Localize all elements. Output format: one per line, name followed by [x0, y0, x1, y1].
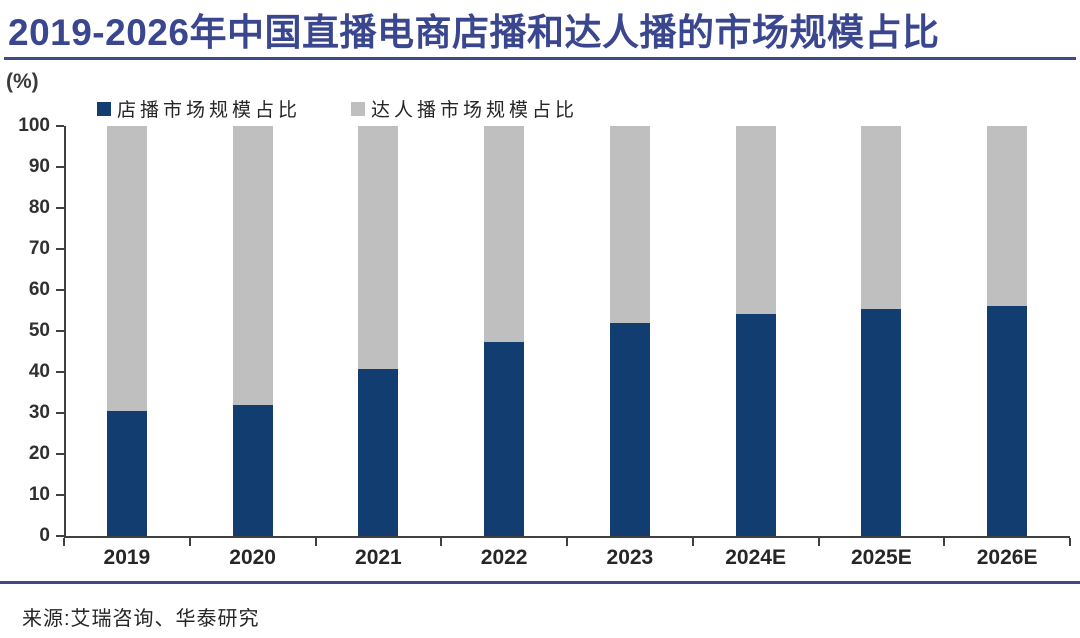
- bar-segment-store-broadcast: [861, 308, 902, 536]
- y-axis-tick-label: 40: [28, 361, 50, 382]
- y-axis-tick: [56, 535, 64, 537]
- bar-segment-store-broadcast: [106, 411, 147, 536]
- source-caption: 来源:艾瑞咨询、华泰研究: [22, 608, 260, 630]
- bar-segment-store-broadcast: [484, 342, 525, 536]
- legend-item-store-broadcast: 店播市场规模占比: [97, 95, 301, 122]
- bar-segment-store-broadcast: [987, 305, 1028, 536]
- y-axis-tick-label: 10: [28, 484, 50, 505]
- legend-label-influencer: 达人播市场规模占比: [371, 100, 579, 121]
- bar-segment-influencer-broadcast: [609, 126, 650, 324]
- x-axis-tick: [817, 538, 820, 546]
- x-axis-tick: [566, 538, 568, 546]
- y-axis-tick-label: 30: [28, 402, 50, 423]
- bar-segment-store-broadcast: [232, 404, 273, 536]
- chart-title: 2019-2026年中国直播电商店播和达人播的市场规模占比: [8, 12, 940, 53]
- legend-swatch-store-blue: [97, 101, 111, 116]
- y-axis-tick: [56, 412, 64, 414]
- y-axis-unit-label: (%): [6, 70, 39, 93]
- x-axis-tick: [691, 538, 694, 546]
- x-axis-line: [64, 536, 1070, 538]
- y-axis-tick-label: 90: [28, 156, 50, 177]
- bar-segment-influencer-broadcast: [861, 126, 902, 309]
- y-axis-tick-label: 0: [39, 525, 50, 546]
- y-axis-tick: [56, 494, 64, 496]
- bar-segment-influencer-broadcast: [735, 126, 776, 314]
- x-axis-tick: [63, 538, 65, 546]
- x-axis-tick: [943, 538, 946, 546]
- legend-swatch-influencer-gray: [351, 101, 366, 116]
- x-axis-label: 2023: [606, 546, 654, 569]
- bar-segment-store-broadcast: [358, 369, 399, 536]
- x-axis-tick: [314, 538, 317, 546]
- y-axis-tick: [56, 125, 64, 127]
- x-axis-tick: [188, 538, 191, 546]
- legend-label-store: 店播市场规模占比: [117, 100, 302, 121]
- bar-segment-influencer-broadcast: [484, 126, 525, 343]
- title-divider-line: [4, 57, 1076, 60]
- legend: 店播市场规模占比 达人播市场规模占比: [97, 95, 578, 122]
- bar-segment-influencer-broadcast: [106, 126, 147, 412]
- y-axis-tick: [56, 453, 64, 455]
- y-axis-line: [64, 126, 66, 538]
- x-axis-tick: [440, 538, 443, 546]
- y-axis-tick-label: 50: [28, 320, 50, 341]
- bar-segment-store-broadcast: [735, 313, 776, 536]
- y-axis-tick-label: 100: [18, 115, 50, 136]
- legend-item-influencer-broadcast: 达人播市场规模占比: [351, 95, 578, 122]
- y-axis-tick: [56, 371, 64, 373]
- bar-segment-influencer-broadcast: [232, 126, 273, 405]
- y-axis-tick-label: 80: [28, 197, 50, 218]
- y-axis-tick: [56, 166, 64, 168]
- bar-segment-influencer-broadcast: [358, 126, 399, 370]
- y-axis-tick: [56, 207, 64, 209]
- y-axis-tick-label: 20: [28, 443, 50, 464]
- x-axis-label: 2020: [229, 546, 276, 569]
- x-axis-label: 2022: [480, 546, 528, 569]
- y-axis-tick-label: 60: [28, 279, 50, 300]
- x-axis-label: 2026E: [976, 546, 1038, 569]
- y-axis-tick: [56, 289, 64, 291]
- bottom-divider-line: [0, 581, 1080, 584]
- bar-segment-store-broadcast: [609, 323, 650, 536]
- x-axis-label: 2021: [355, 546, 402, 569]
- bar-segment-influencer-broadcast: [987, 126, 1028, 306]
- x-axis-label: 2019: [103, 546, 151, 569]
- y-axis-tick: [56, 330, 64, 332]
- y-axis-tick-label: 70: [28, 238, 50, 259]
- x-axis-label: 2024E: [725, 546, 786, 569]
- y-axis-tick: [56, 248, 64, 250]
- x-axis-label: 2025E: [851, 546, 912, 569]
- x-axis-tick: [1069, 538, 1071, 546]
